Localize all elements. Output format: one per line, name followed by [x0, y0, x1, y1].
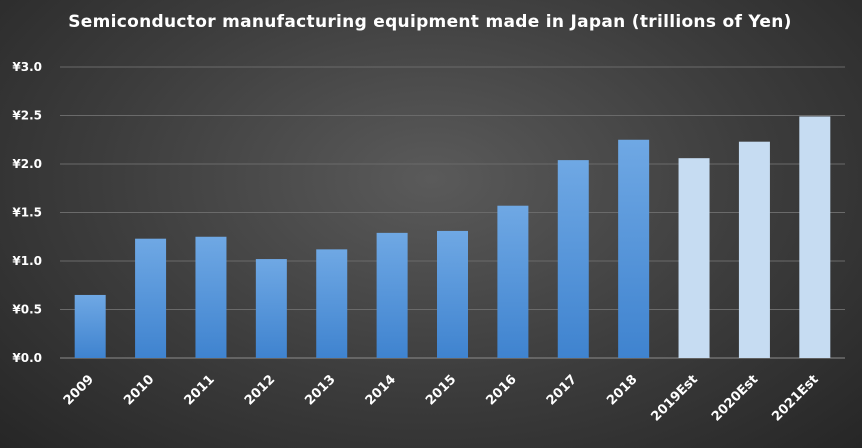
bar-2011 — [195, 236, 227, 358]
y-tick-label: ¥3.0 — [12, 60, 42, 74]
bar-2015 — [437, 230, 468, 358]
x-tick-label: 2017 — [544, 372, 580, 408]
x-tick-label: 2021Est — [769, 372, 821, 424]
y-tick-label: ¥2.0 — [12, 157, 42, 171]
x-axis-ticks: 2009 2010 2011 2012 2013 2014 2015 2016 2017 2018… — [61, 372, 822, 424]
x-tick-label: 2018 — [604, 372, 640, 408]
x-tick-label: 2010 — [121, 372, 157, 408]
bars — [74, 116, 831, 358]
y-tick-label: ¥2.5 — [12, 109, 42, 123]
bar-2018 — [618, 139, 650, 358]
x-tick-label: 2016 — [484, 372, 520, 408]
chart-title: Semiconductor manufacturing equipment ma… — [68, 12, 792, 32]
x-tick-label: 2015 — [423, 372, 459, 408]
y-tick-label: ¥1.0 — [12, 254, 42, 268]
x-tick-label: 2014 — [363, 372, 399, 408]
y-tick-label: ¥0.0 — [12, 351, 42, 365]
bar-2019Est — [678, 158, 710, 358]
x-tick-label: 2012 — [242, 372, 278, 408]
bar-2013 — [316, 249, 348, 358]
y-axis-ticks: ¥0.0 ¥0.5 ¥1.0 ¥1.5 ¥2.0 ¥2.5 ¥3.0 — [12, 60, 42, 365]
bar-2016 — [497, 205, 529, 358]
bar-2012 — [255, 259, 287, 358]
x-tick-label: 2011 — [182, 372, 218, 408]
y-tick-label: ¥0.5 — [12, 303, 42, 317]
bar-2010 — [135, 238, 167, 358]
x-tick-label: 2009 — [61, 372, 97, 408]
bar-2014 — [376, 232, 408, 358]
bar-2020Est — [738, 141, 770, 358]
x-tick-label: 2013 — [302, 372, 338, 408]
bar-2017 — [557, 160, 589, 358]
bar-2009 — [74, 294, 106, 358]
y-tick-label: ¥1.5 — [12, 206, 42, 220]
x-tick-label: 2019Est — [649, 372, 701, 424]
bar-2021Est — [799, 116, 831, 358]
x-tick-label: 2020Est — [709, 372, 761, 424]
